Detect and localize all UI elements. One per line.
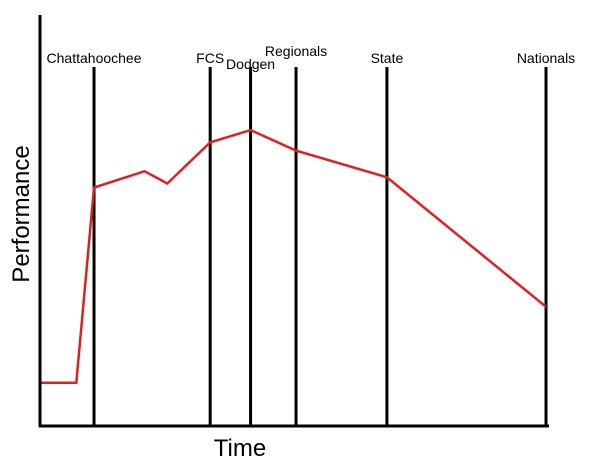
series-group <box>40 128 547 385</box>
event-marker-label-dodgen: Dodgen <box>226 56 275 72</box>
event-marker-label-nationals: Nationals <box>517 50 575 66</box>
event-marker-label-fcs: FCS <box>196 50 224 66</box>
performance-line <box>41 128 547 385</box>
event-markers <box>92 67 548 427</box>
x-axis-label: Time <box>214 435 266 462</box>
event-marker-label-chattahoochee: Chattahoochee <box>47 50 142 66</box>
y-axis-label: Performance <box>8 145 35 282</box>
event-marker-label-regionals: Regionals <box>265 43 327 59</box>
event-marker-label-state: State <box>371 50 404 66</box>
